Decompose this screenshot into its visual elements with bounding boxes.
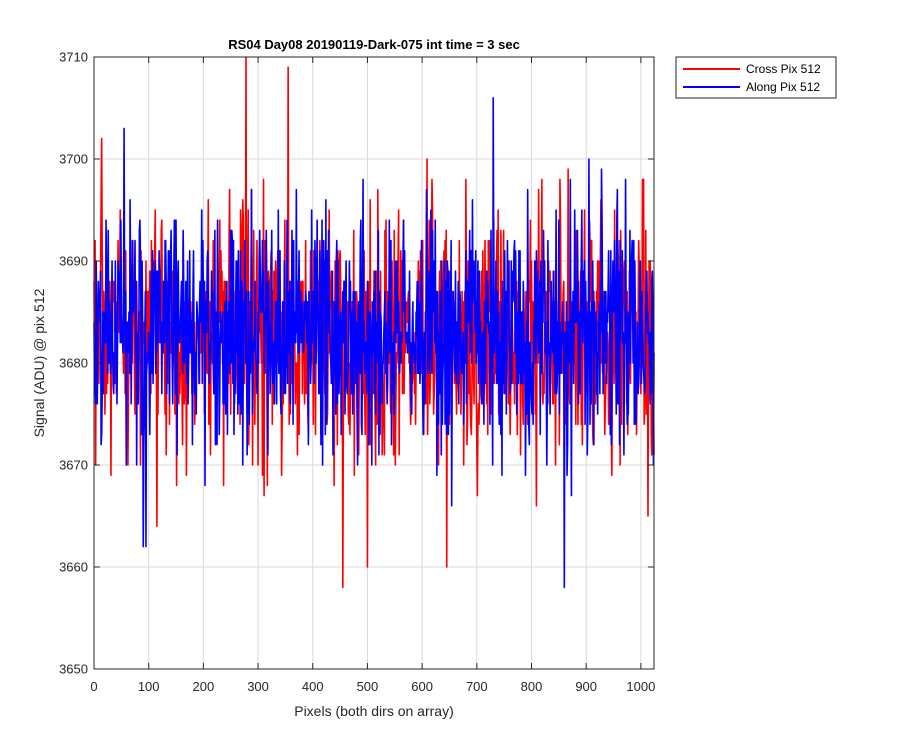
series-layer xyxy=(93,56,655,589)
x-axis-label: Pixels (both dirs on array) xyxy=(294,703,454,719)
x-tick-label: 400 xyxy=(302,679,324,694)
x-tick-label: 800 xyxy=(521,679,543,694)
x-tick-label: 700 xyxy=(466,679,488,694)
x-tick-label: 1000 xyxy=(626,679,655,694)
y-tick-label: 3650 xyxy=(59,662,88,677)
legend[interactable]: Cross Pix 512 Along Pix 512 xyxy=(675,56,837,99)
x-tick-label: 100 xyxy=(138,679,160,694)
series-line-along-pix-512 xyxy=(93,97,655,589)
x-tick-label: 300 xyxy=(247,679,269,694)
x-tick-label: 200 xyxy=(193,679,215,694)
y-tick-label: 3710 xyxy=(59,50,88,65)
legend-entry-along: Along Pix 512 xyxy=(746,80,820,94)
y-tick-label: 3670 xyxy=(59,458,88,473)
x-tick-label: 600 xyxy=(411,679,433,694)
chart-title: RS04 Day08 20190119-Dark-075 int time = … xyxy=(228,37,520,52)
x-tick-label: 500 xyxy=(357,679,379,694)
y-tick-label: 3700 xyxy=(59,152,88,167)
x-tick-label: 900 xyxy=(575,679,597,694)
legend-box xyxy=(675,56,837,99)
legend-entry-cross: Cross Pix 512 xyxy=(746,62,821,76)
x-tick-label: 0 xyxy=(90,679,97,694)
y-tick-label: 3660 xyxy=(59,560,88,575)
y-tick-label: 3680 xyxy=(59,356,88,371)
y-tick-label: 3690 xyxy=(59,254,88,269)
ticks: 0 100 200 300 400 500 600 700 800 900 1000 3650 3660… xyxy=(59,50,655,695)
y-axis-label: Signal (ADU) @ pix 512 xyxy=(31,288,47,437)
